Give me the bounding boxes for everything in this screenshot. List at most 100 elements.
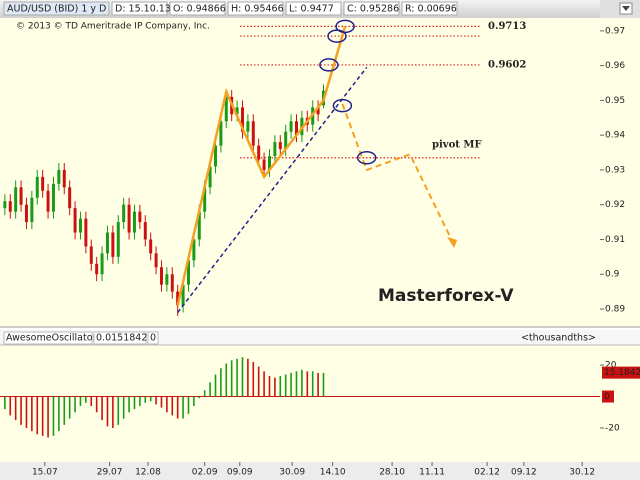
candle-body	[30, 197, 34, 223]
candle-body	[257, 145, 261, 160]
x-tick-label: 14.10	[320, 468, 346, 478]
x-tick-label: 28.10	[379, 468, 405, 478]
candle-body	[219, 121, 223, 146]
candle-body	[122, 204, 126, 223]
candle-body	[51, 183, 55, 212]
osc-header-text: 0.0151842	[96, 333, 147, 344]
x-tick-label: 12.08	[135, 468, 161, 478]
candle-body	[246, 121, 250, 132]
candle-body	[19, 187, 23, 205]
candle-body	[78, 218, 82, 233]
osc-header-text: AwesomeOscillator	[6, 333, 97, 344]
y-tick-label: 0.95	[605, 96, 625, 106]
forecast-arrow	[447, 236, 458, 248]
header-field	[401, 1, 458, 16]
candle-body	[132, 211, 136, 233]
candle-body	[46, 190, 50, 212]
x-tick-label: 29.07	[97, 468, 123, 478]
candle-body	[267, 156, 271, 170]
date-bar	[0, 462, 640, 480]
candle-body	[251, 121, 255, 146]
x-tick-label: 09.12	[511, 468, 537, 478]
header-text: H: 0.95466	[231, 4, 284, 15]
header-field	[227, 1, 284, 16]
y-tick-label: 0.89	[605, 305, 625, 315]
x-tick-label: 11.11	[419, 468, 445, 478]
x-tick-label: 02.09	[192, 468, 218, 478]
y-tick-label: 0.97	[605, 26, 625, 36]
y-tick-label: 0.93	[605, 165, 625, 175]
candle-body	[35, 176, 39, 198]
header-field	[169, 1, 226, 16]
zero-box	[602, 390, 614, 403]
y-tick-label: 0.94	[605, 131, 625, 141]
candle-body	[289, 121, 293, 132]
candle-body	[165, 274, 169, 285]
osc-header-field	[147, 331, 159, 345]
y-tick-label: 0.92	[605, 200, 625, 210]
header-text: C: 0.95286	[347, 4, 399, 15]
candle-body	[262, 159, 266, 170]
circle-marker	[356, 151, 377, 165]
header-field	[343, 1, 400, 16]
candle-body	[68, 187, 72, 209]
osc-header-text: 0	[150, 333, 156, 344]
candle-body	[100, 253, 104, 275]
osc-units: <thousandths>	[521, 333, 596, 344]
circle-marker	[327, 29, 347, 43]
candle-body	[181, 284, 185, 306]
osc-header-field	[93, 331, 147, 345]
candle-body	[186, 260, 190, 285]
header-field[interactable]	[3, 1, 110, 16]
level-label: 0.9602	[488, 59, 526, 70]
candle-body	[176, 291, 180, 306]
candle-body	[143, 222, 147, 240]
header-text: R: 0.00696	[405, 4, 457, 15]
candle-body	[8, 201, 12, 212]
osc-pane	[0, 345, 640, 462]
candle-body	[62, 169, 66, 188]
level-label: pivot MF	[432, 139, 482, 150]
candle-body	[116, 222, 120, 257]
candle-body	[159, 267, 163, 285]
candle-body	[192, 239, 196, 261]
header-text: O: 0.94866	[173, 4, 226, 15]
last-value-label: 15.1842	[604, 368, 640, 378]
trend-line	[177, 66, 368, 313]
candle-body	[3, 201, 7, 209]
circle-marker	[319, 58, 339, 72]
candle-body	[95, 263, 99, 275]
price-pane	[0, 18, 640, 327]
candle-body	[235, 107, 239, 115]
copyright: © 2013 © TD Ameritrade IP Company, Inc.	[16, 22, 210, 32]
candle-body	[138, 211, 142, 223]
y-tick-label: 0	[604, 392, 610, 402]
candle-body	[105, 232, 109, 254]
x-tick-label: 09.09	[227, 468, 253, 478]
candle-body	[273, 142, 277, 157]
candle-body	[224, 96, 228, 122]
forecast-line	[341, 103, 455, 244]
header-text: AUD/USD (BID) 1 y D	[7, 4, 106, 15]
candle-body	[89, 246, 93, 264]
x-tick-label: 02.12	[474, 468, 500, 478]
candle-body	[240, 107, 244, 132]
candle-body	[278, 142, 282, 150]
y-tick-label: 0.9	[605, 270, 620, 280]
brand: Masterforex-V	[378, 286, 514, 306]
candle-body	[284, 131, 288, 150]
menu-arrow	[622, 6, 630, 11]
candle-body	[154, 253, 158, 268]
header-field	[285, 1, 342, 16]
header-text: L: 0.9477	[289, 4, 334, 15]
x-tick-label: 30.12	[569, 468, 595, 478]
y-tick-label: 20	[605, 361, 617, 371]
candle-body	[127, 204, 131, 233]
candle-body	[41, 176, 45, 191]
x-tick-label: 15.07	[32, 468, 58, 478]
circle-marker	[332, 98, 353, 113]
osc-header-field	[3, 331, 93, 345]
candle-body	[84, 218, 88, 247]
wave-line	[176, 25, 347, 306]
candle-body	[213, 145, 217, 167]
